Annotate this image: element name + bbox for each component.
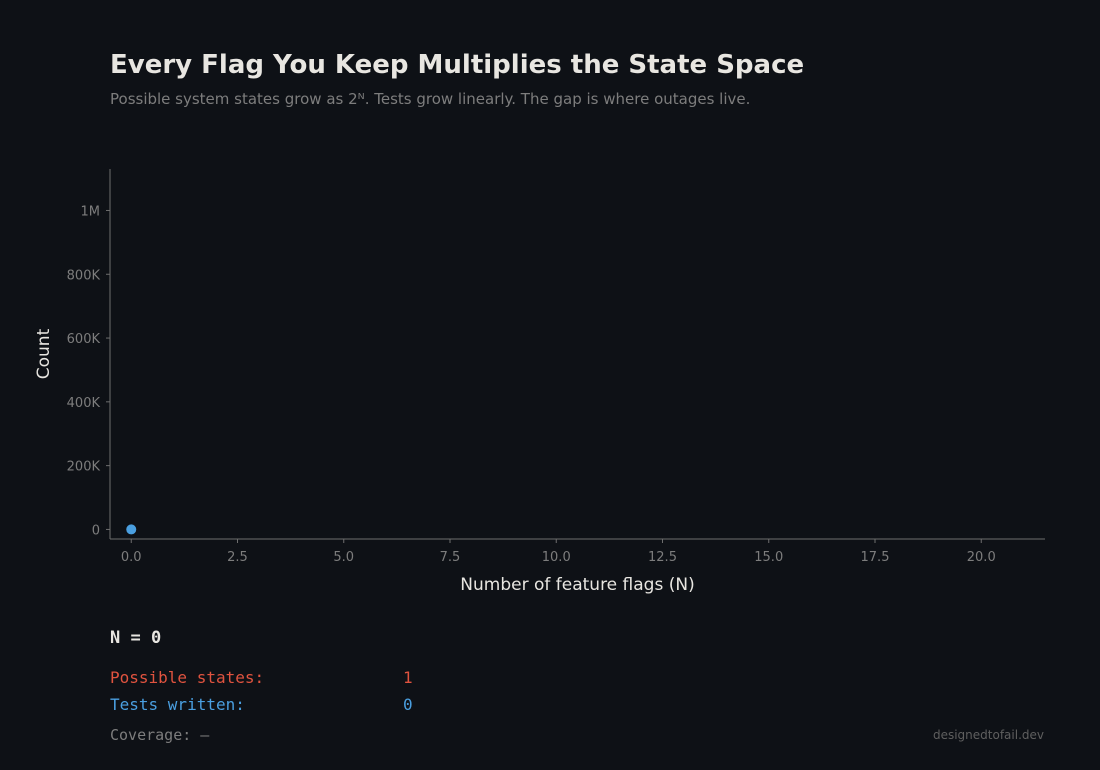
chart-subtitle: Possible system states grow as 2ᴺ. Tests…: [110, 90, 751, 108]
y-tick-label: 200K: [67, 460, 101, 475]
x-tick-label: 10.0: [542, 550, 571, 565]
readout-tests-value: 0: [403, 695, 413, 714]
chart-title: Every Flag You Keep Multiplies the State…: [110, 50, 805, 80]
y-tick-label: 600K: [67, 332, 101, 347]
y-tick-label: 1M: [81, 204, 101, 219]
x-tick-label: 12.5: [648, 550, 677, 565]
readout-tests-label: Tests written:: [110, 695, 245, 714]
x-tick-label: 7.5: [440, 550, 461, 565]
x-axis-label: Number of feature flags (N): [460, 575, 694, 595]
x-tick-label: 15.0: [754, 550, 783, 565]
x-tick-label: 20.0: [967, 550, 996, 565]
y-tick-label: 400K: [67, 396, 101, 411]
y-axis-label: Count: [34, 328, 54, 379]
site-credit: designedtofail.dev: [932, 728, 1044, 742]
data-point: [126, 524, 137, 535]
x-tick-label: 0.0: [121, 550, 142, 565]
y-tick-label: 800K: [67, 268, 101, 283]
y-tick-label: 0: [92, 523, 100, 538]
readout-n: N = 0: [110, 628, 162, 648]
x-tick-label: 5.0: [333, 550, 354, 565]
readout-states-value: 1: [403, 668, 413, 687]
x-tick-label: 17.5: [861, 550, 890, 565]
readout-coverage: Coverage: —: [110, 726, 210, 744]
readout-states-label: Possible states:: [110, 668, 265, 687]
x-tick-label: 2.5: [227, 550, 248, 565]
